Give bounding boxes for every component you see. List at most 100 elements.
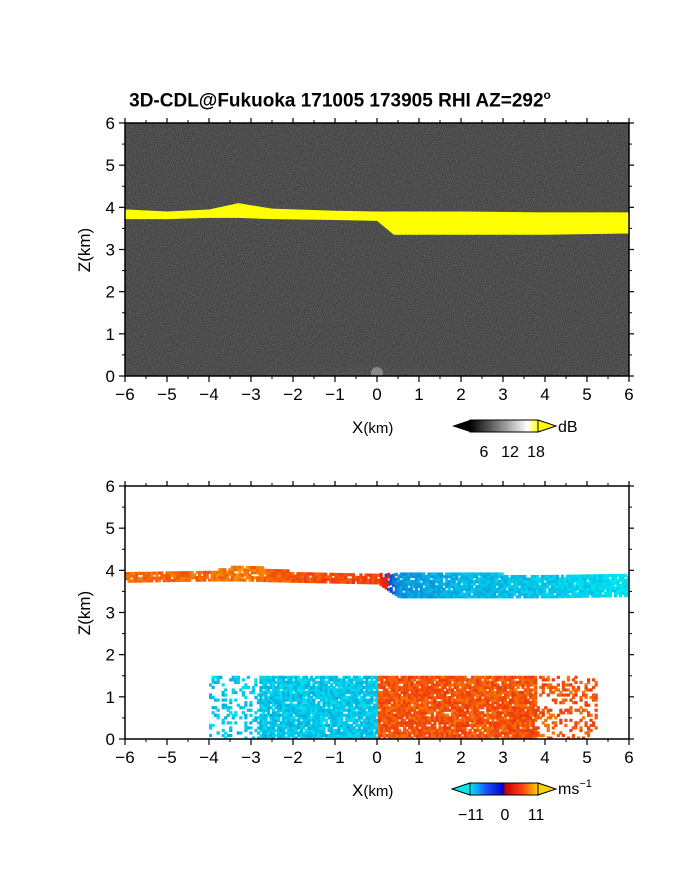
cloud-velocity-cell bbox=[543, 590, 547, 594]
boundary-velocity-cell bbox=[496, 708, 500, 712]
boundary-velocity-cell bbox=[231, 678, 235, 682]
boundary-velocity-cell bbox=[211, 695, 215, 700]
boundary-velocity-cell bbox=[476, 706, 480, 710]
boundary-velocity-cell bbox=[536, 713, 540, 717]
cloud-velocity-cell bbox=[256, 571, 260, 575]
cloud-velocity-cell bbox=[172, 578, 177, 583]
boundary-velocity-cell bbox=[297, 711, 301, 715]
boundary-velocity-cell bbox=[468, 683, 472, 687]
boundary-velocity-cell bbox=[236, 680, 240, 685]
boundary-velocity-cell bbox=[382, 716, 387, 720]
cloud-velocity-cell bbox=[394, 590, 398, 594]
boundary-velocity-cell bbox=[236, 675, 240, 679]
boundary-velocity-cell bbox=[347, 685, 351, 690]
boundary-velocity-cell bbox=[493, 695, 497, 700]
boundary-velocity-cell bbox=[395, 678, 399, 682]
boundary-velocity-cell bbox=[418, 711, 422, 715]
boundary-velocity-cell bbox=[468, 706, 472, 710]
cloud-velocity-cell bbox=[392, 591, 396, 595]
cloud-velocity-cell bbox=[500, 595, 504, 599]
cloud-velocity-cell bbox=[346, 580, 350, 584]
boundary-velocity-cell bbox=[408, 688, 412, 692]
cloud-velocity-cell bbox=[356, 578, 361, 582]
cloud-velocity-cell bbox=[235, 565, 240, 569]
boundary-velocity-cell bbox=[486, 693, 490, 697]
cloud-velocity-cell bbox=[140, 571, 144, 575]
boundary-velocity-cell bbox=[420, 690, 424, 695]
boundary-velocity-cell bbox=[571, 726, 576, 730]
boundary-velocity-cell bbox=[345, 713, 349, 717]
boundary-velocity-cell bbox=[259, 706, 263, 710]
boundary-velocity-cell bbox=[458, 701, 462, 705]
cloud-velocity-cell bbox=[349, 578, 353, 582]
boundary-velocity-cell bbox=[390, 675, 394, 679]
boundary-velocity-cell bbox=[292, 733, 296, 738]
boundary-velocity-cell bbox=[302, 713, 306, 717]
boundary-velocity-cell bbox=[584, 693, 588, 697]
boundary-velocity-cell bbox=[249, 690, 253, 695]
boundary-velocity-cell bbox=[345, 721, 349, 725]
boundary-velocity-cell bbox=[329, 713, 334, 717]
boundary-velocity-cell bbox=[486, 716, 490, 720]
boundary-velocity-cell bbox=[576, 736, 581, 739]
boundary-velocity-cell bbox=[529, 708, 533, 712]
boundary-velocity-cell bbox=[521, 693, 525, 697]
boundary-velocity-cell bbox=[503, 680, 508, 685]
boundary-velocity-cell bbox=[491, 723, 495, 728]
top-colorbar-tick-6: 6 bbox=[480, 444, 489, 461]
boundary-velocity-cell bbox=[340, 711, 344, 715]
boundary-velocity-cell bbox=[350, 701, 354, 705]
boundary-velocity-cell bbox=[506, 723, 510, 728]
cloud-velocity-cell bbox=[301, 579, 305, 583]
boundary-velocity-cell bbox=[312, 718, 316, 722]
boundary-velocity-cell bbox=[342, 698, 346, 702]
boundary-velocity-cell bbox=[297, 716, 301, 720]
boundary-velocity-cell bbox=[319, 690, 324, 695]
boundary-velocity-cell bbox=[284, 688, 288, 692]
cloud-velocity-cell bbox=[150, 574, 154, 578]
boundary-velocity-cell bbox=[418, 698, 422, 702]
boundary-velocity-cell bbox=[420, 688, 424, 692]
boundary-velocity-cell bbox=[211, 678, 215, 682]
boundary-velocity-cell bbox=[405, 723, 409, 728]
cloud-velocity-cell bbox=[389, 582, 393, 586]
boundary-velocity-cell bbox=[284, 708, 288, 712]
boundary-velocity-cell bbox=[546, 716, 550, 720]
cloud-velocity-cell bbox=[230, 575, 235, 580]
boundary-velocity-cell bbox=[340, 723, 344, 728]
cloud-velocity-cell bbox=[606, 586, 610, 590]
boundary-velocity-cell bbox=[405, 683, 409, 687]
cloud-velocity-cell bbox=[535, 587, 539, 591]
boundary-velocity-cell bbox=[392, 703, 397, 707]
boundary-velocity-cell bbox=[445, 721, 450, 725]
cloud-velocity-cell bbox=[460, 595, 464, 599]
boundary-velocity-cell bbox=[433, 685, 437, 690]
boundary-velocity-cell bbox=[430, 688, 434, 692]
boundary-velocity-cell bbox=[317, 726, 321, 730]
boundary-velocity-cell bbox=[261, 708, 266, 712]
top-x-tick-label: 3 bbox=[498, 385, 507, 404]
boundary-velocity-cell bbox=[287, 728, 291, 733]
boundary-velocity-cell bbox=[443, 728, 447, 733]
cloud-velocity-cell bbox=[518, 577, 522, 581]
boundary-velocity-cell bbox=[526, 726, 530, 730]
boundary-velocity-cell bbox=[511, 695, 515, 700]
cloud-velocity-cell bbox=[593, 579, 597, 583]
boundary-velocity-cell bbox=[445, 706, 450, 710]
boundary-velocity-cell bbox=[329, 703, 334, 707]
boundary-velocity-cell bbox=[382, 711, 387, 715]
boundary-velocity-cell bbox=[498, 711, 502, 715]
cloud-velocity-cell bbox=[523, 592, 527, 596]
boundary-velocity-cell bbox=[327, 711, 331, 715]
boundary-velocity-cell bbox=[461, 690, 465, 695]
cloud-velocity-cell bbox=[215, 573, 219, 577]
cloud-velocity-cell bbox=[253, 571, 257, 575]
cloud-velocity-cell bbox=[419, 582, 424, 586]
cloud-velocity-cell bbox=[450, 574, 454, 579]
cloud-velocity-cell bbox=[553, 577, 557, 581]
boundary-velocity-cell bbox=[521, 718, 525, 722]
boundary-velocity-cell bbox=[398, 678, 402, 682]
boundary-velocity-cell bbox=[304, 701, 308, 705]
cloud-velocity-cell bbox=[530, 577, 534, 581]
boundary-velocity-cell bbox=[332, 716, 336, 720]
